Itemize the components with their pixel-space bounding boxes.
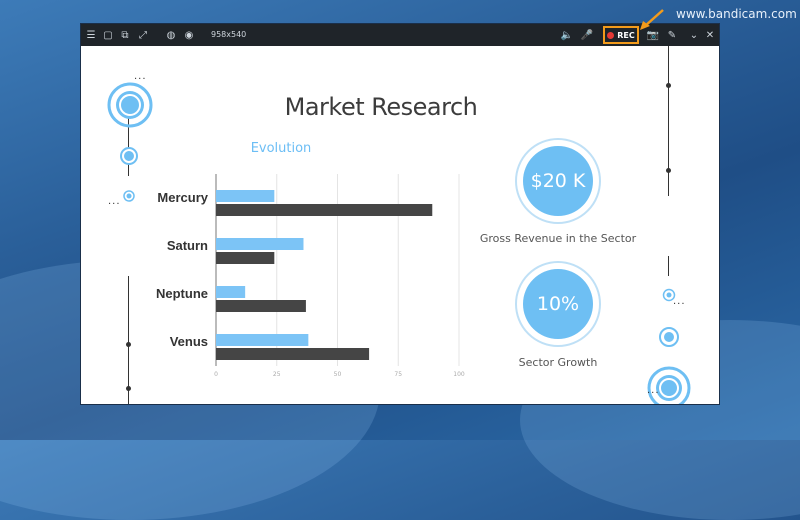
bar	[216, 286, 246, 298]
speaker-icon[interactable]: 🔈	[560, 29, 574, 41]
bar	[216, 300, 306, 312]
medium-ring-icon	[659, 327, 679, 347]
rec-label: REC	[617, 30, 635, 40]
growth-label: Sector Growth	[518, 356, 598, 369]
timeline-line	[128, 106, 129, 176]
capture-size-label[interactable]: 958x540	[211, 30, 247, 39]
ellipsis-dots: ···	[647, 388, 660, 399]
large-ring-icon	[107, 82, 153, 128]
revenue-label: Gross Revenue in the Sector	[479, 232, 637, 245]
x-tick-label: 100	[453, 371, 465, 378]
microphone-icon[interactable]: 🎤	[580, 29, 594, 41]
bar	[216, 252, 275, 264]
mouse-icon[interactable]: ◍	[166, 29, 176, 41]
growth-value: 10%	[523, 269, 593, 339]
bar	[216, 238, 304, 250]
crop-icon[interactable]: ⤢	[139, 29, 147, 41]
collapse-icon[interactable]: ⌄	[689, 29, 699, 41]
x-tick-label: 50	[334, 371, 342, 378]
category-label: Neptune	[156, 286, 208, 301]
bar	[216, 204, 433, 216]
recording-window: ☰ ▢ ⧉ ⤢ ◍ ◉ 958x540 🔈 🎤 REC 📷 ✎ ⌄ ✕ ···	[81, 9, 719, 404]
camera-icon[interactable]: 📷	[646, 29, 660, 41]
bandicam-watermark: www.bandicam.com	[676, 7, 797, 21]
timeline-dot	[666, 83, 671, 88]
bar	[216, 334, 309, 346]
pencil-icon[interactable]: ✎	[667, 29, 677, 41]
ellipsis-dots: ···	[134, 74, 147, 85]
revenue-stat-circle: $20 K	[515, 138, 601, 224]
window-icon[interactable]: ▢	[103, 29, 113, 41]
timeline-line	[128, 276, 129, 404]
x-tick-label: 75	[394, 371, 402, 378]
timeline-line	[668, 46, 669, 196]
small-ring-icon	[123, 190, 135, 202]
chart-title: Evolution	[250, 141, 312, 156]
region-icon[interactable]: ⧉	[121, 29, 129, 41]
slide-title: Market Research	[284, 93, 478, 121]
x-tick-label: 25	[273, 371, 281, 378]
x-tick-label: 0	[214, 371, 218, 378]
medium-ring-icon	[120, 147, 138, 165]
webcam-icon[interactable]: ◉	[184, 29, 194, 41]
presentation-slide: ··· ··· ··· ··· Mark	[81, 46, 719, 404]
ellipsis-dots: ···	[673, 299, 686, 310]
bar	[216, 190, 275, 202]
timeline-dot	[126, 386, 131, 391]
timeline-dot	[666, 168, 671, 173]
pointer-arrow-icon	[640, 9, 664, 30]
large-ring-icon	[647, 366, 691, 404]
revenue-value: $20 K	[523, 146, 593, 216]
recorder-toolbar: ☰ ▢ ⧉ ⤢ ◍ ◉ 958x540 🔈 🎤 REC 📷 ✎ ⌄ ✕	[81, 24, 719, 46]
evolution-bar-chart: 0 25 50 75 100 Mercury Saturn Neptune Venus	[156, 174, 465, 378]
category-label: Venus	[170, 334, 208, 349]
rec-button[interactable]: REC	[603, 26, 639, 44]
bar	[216, 348, 370, 360]
ellipsis-dots: ···	[108, 199, 121, 210]
menu-icon[interactable]: ☰	[86, 29, 96, 41]
growth-stat-circle: 10%	[515, 261, 601, 347]
small-ring-icon	[662, 288, 676, 302]
category-label: Mercury	[157, 190, 208, 205]
record-dot-icon	[607, 31, 615, 39]
timeline-line	[668, 256, 669, 276]
category-label: Saturn	[167, 238, 208, 253]
timeline-dot	[126, 342, 131, 347]
close-icon[interactable]: ✕	[705, 29, 715, 41]
